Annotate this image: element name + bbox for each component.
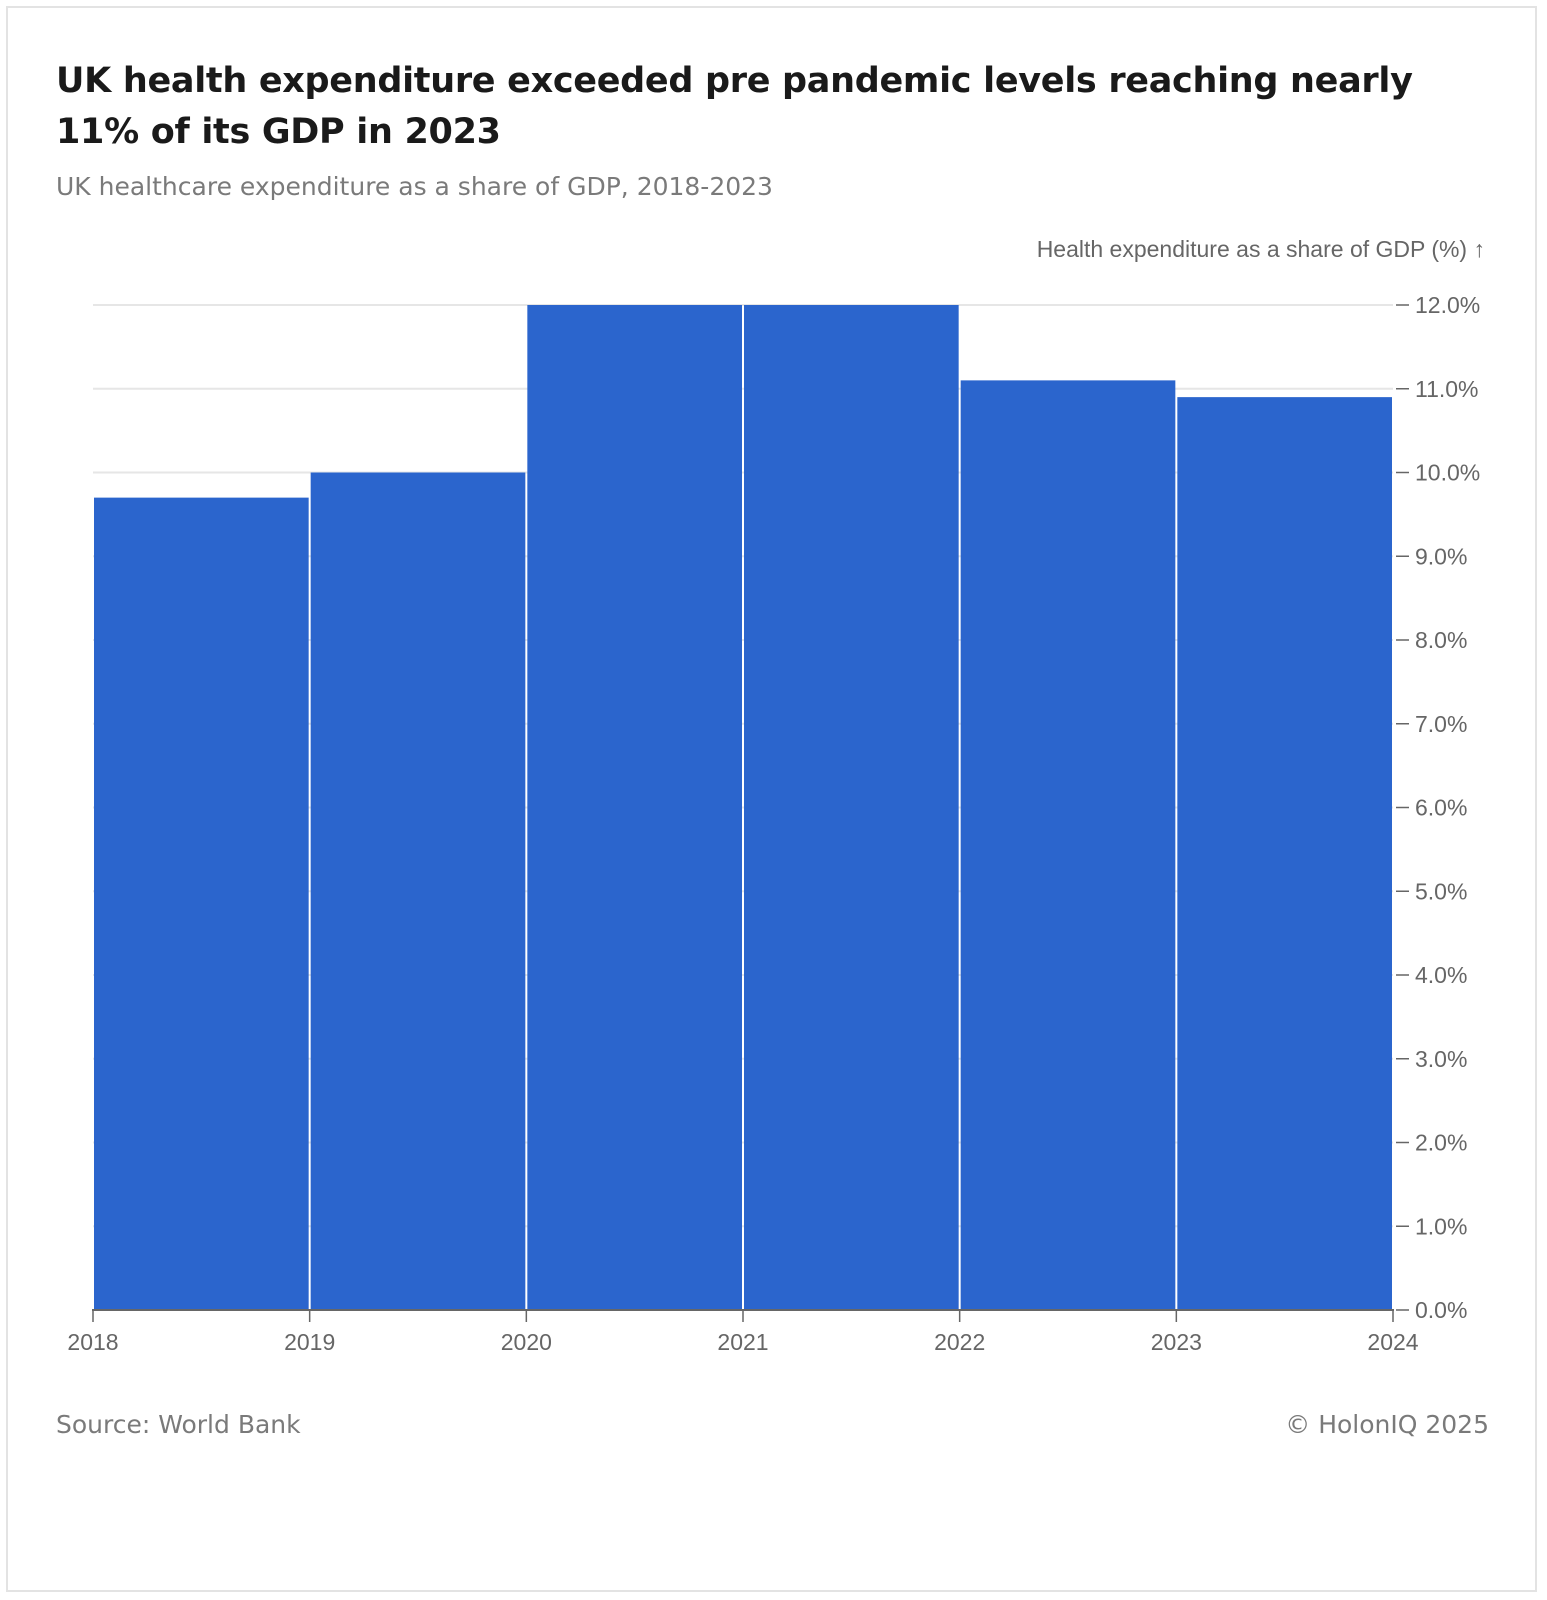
gridlines <box>93 304 1393 1228</box>
chart-title: UK health expenditure exceeded pre pande… <box>56 61 1413 152</box>
y-tick-label: 3.0% <box>1415 1046 1467 1072</box>
y-tick-label: 2.0% <box>1415 1130 1467 1156</box>
bar-2023 <box>1177 397 1392 1310</box>
bar-2019 <box>310 472 526 1310</box>
y-tick-label: 1.0% <box>1415 1213 1467 1239</box>
chart-subtitle: UK healthcare expenditure as a share of … <box>56 172 773 201</box>
bar-2020 <box>527 305 742 1310</box>
y-tick-label: 5.0% <box>1415 878 1467 904</box>
y-tick-label: 8.0% <box>1415 627 1467 653</box>
bar-2018 <box>94 497 309 1310</box>
y-tick-label: 0.0% <box>1415 1297 1467 1323</box>
y-tick-label: 6.0% <box>1415 795 1467 821</box>
x-tick-label: 2022 <box>934 1329 985 1355</box>
bar-2022 <box>960 380 1176 1310</box>
y-tick-label: 12.0% <box>1415 292 1480 318</box>
x-tick-label: 2024 <box>1367 1329 1418 1355</box>
bar-2021 <box>744 305 959 1310</box>
y-tick-label: 9.0% <box>1415 543 1467 569</box>
x-tick-label: 2019 <box>284 1329 335 1355</box>
x-tick-label: 2018 <box>67 1329 118 1355</box>
copyright-note: © HolonIQ 2025 <box>1285 1410 1489 1439</box>
y-tick-label: 7.0% <box>1415 711 1467 737</box>
bar-chart: 0.0% 1.0% 2.0% 3.0% 4.0% 5.0% 6.0% 7.0% 8.0% 9.0%… <box>67 236 1485 1355</box>
y-axis-title: Health expenditure as a share of GDP (%)… <box>1037 236 1485 262</box>
y-tick-label: 10.0% <box>1415 460 1480 486</box>
source-note: Source: World Bank <box>56 1410 301 1439</box>
x-tick-label: 2021 <box>717 1329 768 1355</box>
bars <box>94 305 1392 1310</box>
x-tick-label: 2020 <box>501 1329 552 1355</box>
x-tick-label: 2023 <box>1151 1329 1202 1355</box>
y-tick-label: 11.0% <box>1415 376 1479 402</box>
axes: 0.0% 1.0% 2.0% 3.0% 4.0% 5.0% 6.0% 7.0% 8.0% 9.0%… <box>67 292 1480 1355</box>
y-tick-label: 4.0% <box>1415 962 1467 988</box>
